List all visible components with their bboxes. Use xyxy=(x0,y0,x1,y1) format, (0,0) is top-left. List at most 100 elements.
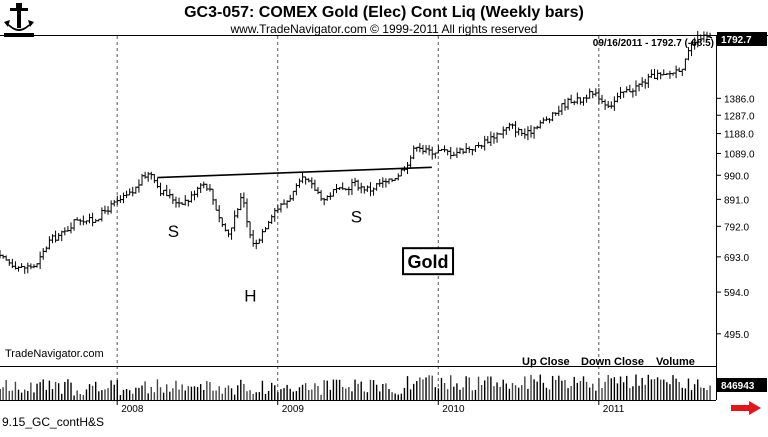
price-bar xyxy=(476,142,481,148)
gold-label-box xyxy=(402,247,455,276)
price-bar xyxy=(655,69,660,81)
price-bar xyxy=(56,232,61,241)
price-bar xyxy=(482,135,487,151)
price-bar xyxy=(411,145,416,160)
price-bar xyxy=(408,155,413,169)
price-bar xyxy=(686,47,691,61)
price-bar xyxy=(315,187,320,195)
price-bar xyxy=(300,172,305,184)
trade-navigator-logo-icon[interactable] xyxy=(4,3,34,37)
price-bar xyxy=(0,250,2,259)
price-bar xyxy=(525,126,530,141)
price-bar xyxy=(649,69,654,78)
price-bar xyxy=(309,177,314,189)
footer-filename: 9.15_GC_contH&S xyxy=(2,415,105,429)
price-bar xyxy=(248,221,253,239)
price-bar xyxy=(587,88,592,99)
chart-title: GC3-057: COMEX Gold (Elec) Cont Liq (Wee… xyxy=(184,4,584,21)
price-bar xyxy=(244,198,249,228)
price-bar xyxy=(204,183,209,191)
price-bar xyxy=(130,186,135,197)
price-bar xyxy=(430,146,435,160)
price-bar xyxy=(44,246,49,253)
price-bar xyxy=(263,226,268,233)
y-tick-label: 495.0 xyxy=(724,330,749,341)
price-bar xyxy=(436,145,441,154)
price-bar xyxy=(136,179,141,193)
price-bar xyxy=(353,177,358,187)
watermark-text: TradeNavigator.com xyxy=(5,348,104,360)
price-bar xyxy=(513,121,518,138)
pattern-label: H xyxy=(244,287,256,306)
x-tick-label: 2008 xyxy=(121,404,144,415)
x-tick-label: 2009 xyxy=(282,404,305,415)
price-bar xyxy=(621,91,626,98)
price-bar xyxy=(356,179,361,191)
price-bar xyxy=(479,144,484,149)
price-bar xyxy=(149,171,154,180)
price-bar xyxy=(359,182,364,194)
price-bar xyxy=(349,178,354,195)
volume-legend-item: Down Close xyxy=(581,356,644,368)
price-bar xyxy=(683,58,688,71)
chart-subtitle: www.TradeNavigator.com © 1999-2011 All r… xyxy=(230,22,538,36)
price-bar xyxy=(312,179,317,191)
price-bar xyxy=(383,178,388,188)
price-bar xyxy=(238,192,243,211)
price-bar xyxy=(28,263,33,270)
price-bar xyxy=(627,84,632,93)
price-bar xyxy=(516,127,521,136)
price-bar xyxy=(232,210,237,232)
price-bar xyxy=(331,189,336,197)
price-bar xyxy=(217,205,222,223)
price-bar xyxy=(297,178,302,188)
price-bar xyxy=(7,258,12,266)
price-bar xyxy=(269,214,274,225)
scroll-right-arrow-icon[interactable] xyxy=(731,401,761,415)
price-bar xyxy=(47,236,52,250)
y-tick-label: 891.0 xyxy=(724,195,749,206)
price-bar xyxy=(288,194,293,202)
price-bar xyxy=(118,195,123,203)
price-bar xyxy=(643,78,648,89)
price-bar xyxy=(207,184,212,192)
pattern-label: S xyxy=(351,208,362,227)
price-bar xyxy=(102,205,107,214)
price-bar xyxy=(609,101,614,109)
x-tick-label: 2010 xyxy=(442,404,465,415)
price-bar xyxy=(630,88,635,98)
price-bar xyxy=(167,189,172,199)
price-bar xyxy=(90,212,95,227)
price-bar xyxy=(272,208,277,222)
price-bar xyxy=(529,125,534,138)
price-bar xyxy=(473,145,478,153)
price-bar xyxy=(420,144,425,155)
price-bar xyxy=(572,100,577,106)
price-bar xyxy=(606,100,611,108)
price-bar xyxy=(544,116,549,122)
price-bar xyxy=(646,73,651,88)
price-bar xyxy=(507,122,512,131)
price-bar xyxy=(41,248,46,260)
volume-legend-item: Volume xyxy=(656,356,695,368)
price-bar xyxy=(87,213,92,224)
price-bar xyxy=(600,94,605,104)
price-bar xyxy=(615,92,620,103)
y-tick-label: 1287.0 xyxy=(724,111,755,122)
price-bar xyxy=(306,178,311,183)
price-bar xyxy=(562,98,567,111)
price-bar xyxy=(72,219,77,231)
price-bar xyxy=(161,189,166,196)
price-bar xyxy=(501,126,506,139)
price-bar xyxy=(260,228,265,244)
price-bar xyxy=(578,97,583,105)
price-bar xyxy=(590,91,595,99)
price-bar xyxy=(442,145,447,153)
price-bar xyxy=(674,65,679,79)
y-tick-label: 990.0 xyxy=(724,171,749,182)
price-bar xyxy=(254,239,259,250)
price-bar xyxy=(121,192,126,204)
pattern-label: S xyxy=(168,222,179,241)
